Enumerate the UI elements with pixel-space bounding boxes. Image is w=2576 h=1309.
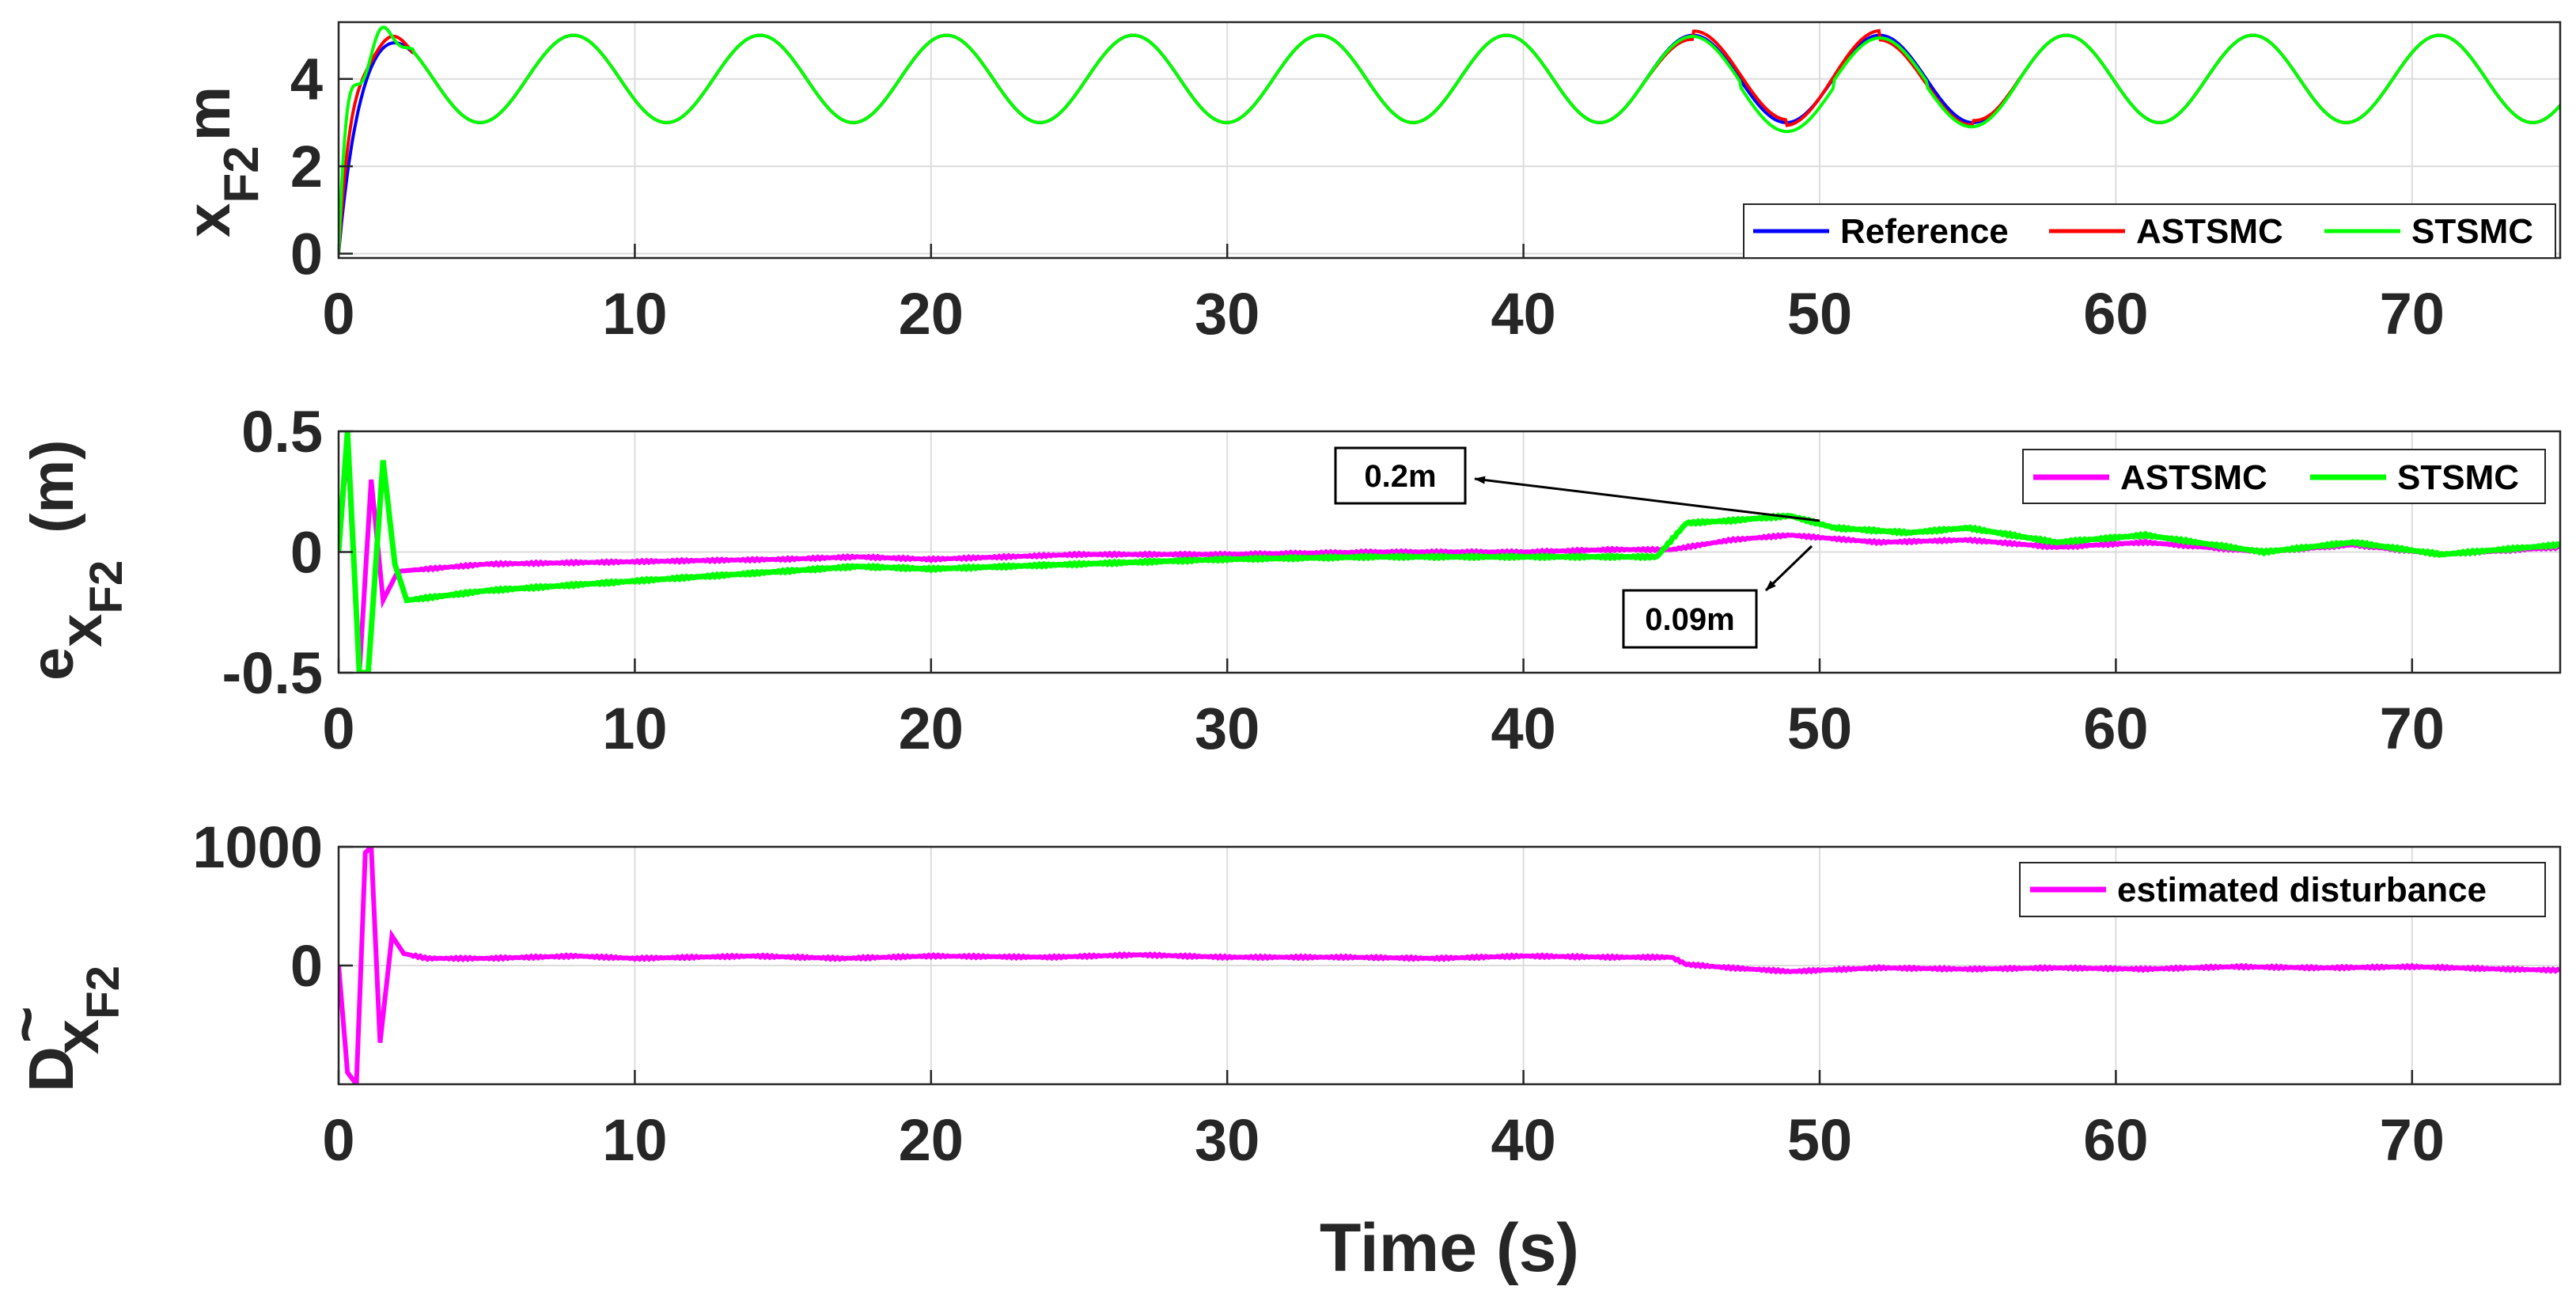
y-axis-label-sub2: F2 xyxy=(78,966,129,1019)
y-tick-label: 0 xyxy=(290,520,323,586)
legend: Reference ASTSMC STSMC xyxy=(1743,203,2556,259)
y-axis-label-tilde: ~ xyxy=(0,1006,61,1043)
x-tick-label: 10 xyxy=(602,696,667,761)
x-tick-label: 20 xyxy=(899,696,964,761)
y-axis-label: exF2 (m) xyxy=(19,440,132,681)
x-tick-label: 30 xyxy=(1195,281,1260,347)
y-axis-label-sub1: x xyxy=(41,1019,112,1055)
x-tick-label: 70 xyxy=(2380,281,2445,347)
axes-box xyxy=(337,21,2562,260)
x-tick-label: 30 xyxy=(1195,1107,1260,1173)
series-lines xyxy=(339,25,2560,254)
x-tick-label: 70 xyxy=(2380,696,2445,761)
x-tick-label: 0 xyxy=(322,281,354,347)
x-tick-label: 0 xyxy=(322,696,354,761)
series-line-estimated-disturbance xyxy=(339,847,2560,1084)
x-tick-label: 50 xyxy=(1787,281,1852,347)
subplot-position: 0 10 20 30 40 50 60 70 0 2 4 xF2m Reference ASTSMC… xyxy=(173,21,2562,347)
y-tick-label: 1000 xyxy=(192,814,323,880)
x-tick-label: 40 xyxy=(1491,1107,1555,1173)
annotation-0-09m: 0.09m xyxy=(1622,544,1813,649)
annotation-box xyxy=(1334,446,1467,505)
y-tick-label: 0.5 xyxy=(241,399,323,465)
legend-box xyxy=(2022,449,2546,504)
subplot-error: 0 10 20 30 40 50 60 70-0.500.5 exF2(m) ASTSMC S… xyxy=(19,399,2562,761)
x-tick-label: 20 xyxy=(899,1107,964,1173)
y-tick-label: 4 xyxy=(290,47,323,112)
ticks: 0 10 20 30 40 50 60 70 0 2 4 xyxy=(290,47,2445,347)
x-tick-label: 60 xyxy=(2083,281,2148,347)
legend-label-stsmc: STSMC xyxy=(2397,458,2519,497)
legend: ASTSMC STSMC xyxy=(2022,449,2546,504)
y-tick-label: 0 xyxy=(290,221,323,286)
annotation-box xyxy=(1622,589,1758,649)
y-axis-label-suffix: m xyxy=(173,86,243,141)
x-tick-label: 10 xyxy=(602,1107,667,1173)
legend-label-astsmc: ASTSMC xyxy=(2120,458,2267,497)
x-tick-label: 10 xyxy=(602,281,667,347)
y-tick-label: -0.5 xyxy=(222,640,323,706)
y-axis-label-sub1: x xyxy=(47,613,115,647)
annotation-arrow xyxy=(1764,544,1813,592)
x-tick-label: 60 xyxy=(2083,696,2148,761)
annotation-0-2m: 0.2m xyxy=(1334,446,1820,522)
legend-box xyxy=(2019,862,2546,917)
x-tick-label: 50 xyxy=(1787,696,1852,761)
series-line-stsmc xyxy=(339,431,2560,673)
annotation-label: 0.09m xyxy=(1645,602,1734,637)
y-axis-label-sub2: F2 xyxy=(81,560,132,614)
y-axis-label-suffix: (m) xyxy=(19,440,86,533)
series-lines xyxy=(339,847,2560,1084)
x-axis-label: Time (s) xyxy=(1320,1210,1579,1286)
legend: estimated disturbance xyxy=(2019,862,2546,917)
x-tick-label: 70 xyxy=(2380,1107,2445,1173)
x-tick-label: 30 xyxy=(1195,696,1260,761)
x-tick-label: 50 xyxy=(1787,1107,1852,1173)
legend-label-astsmc: ASTSMC xyxy=(2136,212,2283,251)
y-axis-label-main: x xyxy=(173,203,243,237)
series-line-stsmc xyxy=(339,25,2560,254)
y-axis-label: xF2m xyxy=(173,86,269,237)
x-tick-label: 40 xyxy=(1491,281,1555,347)
x-tick-label: 20 xyxy=(899,281,964,347)
x-tick-label: 60 xyxy=(2083,1107,2148,1173)
x-tick-label: 0 xyxy=(322,1107,354,1173)
y-axis-label: DxF2 xyxy=(16,966,129,1092)
y-axis-label-main: e xyxy=(19,647,86,681)
ticks: 0 10 20 30 40 50 60 70 0 1000 xyxy=(192,814,2445,1173)
y-tick-label: 0 xyxy=(290,933,323,999)
legend-box xyxy=(1743,203,2556,259)
series-lines xyxy=(339,431,2560,673)
series-line-astsmc xyxy=(339,443,2560,673)
annotation-label: 0.2m xyxy=(1364,459,1436,494)
y-tick-label: 2 xyxy=(290,134,323,199)
ticks: 0 10 20 30 40 50 60 70-0.500.5 xyxy=(222,399,2444,761)
x-tick-label: 40 xyxy=(1491,696,1555,761)
annotation-arrow xyxy=(1474,476,1820,522)
legend-label-stsmc: STSMC xyxy=(2411,212,2533,251)
legend-label-reference: Reference xyxy=(1840,212,2009,251)
subplot-disturbance: 0 10 20 30 40 50 60 70 0 1000 DxF2 ~ estimated di… xyxy=(0,814,2562,1286)
legend-label-estimated-disturbance: estimated disturbance xyxy=(2117,871,2487,909)
y-axis-label-main: D xyxy=(16,1046,86,1092)
y-axis-label-sub: F2 xyxy=(214,146,269,203)
